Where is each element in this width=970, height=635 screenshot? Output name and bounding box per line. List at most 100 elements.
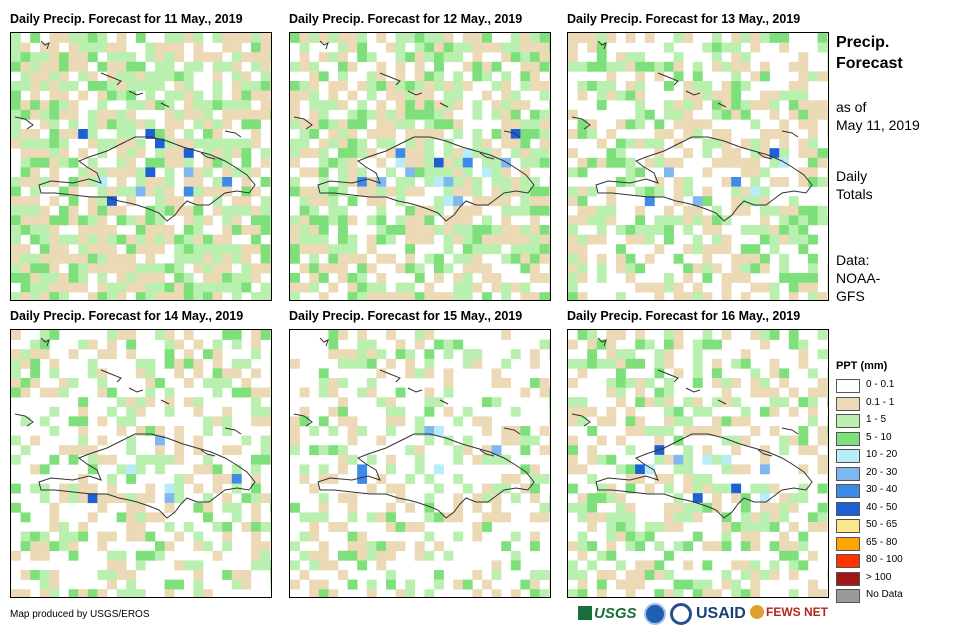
- precip-cell: [145, 550, 156, 561]
- precip-cell: [49, 167, 60, 178]
- precip-cell: [376, 282, 387, 293]
- precip-cell: [482, 244, 492, 255]
- precip-cell: [721, 512, 732, 523]
- precip-cell: [510, 52, 521, 63]
- precip-cell: [357, 292, 368, 300]
- precip-cell: [434, 196, 444, 207]
- precip-cell: [231, 570, 242, 580]
- precip-cell: [510, 435, 521, 446]
- precip-cell: [414, 445, 425, 456]
- precip-cell: [49, 42, 60, 53]
- precip-cell: [712, 205, 722, 216]
- precip-cell: [251, 292, 261, 300]
- precip-cell: [59, 234, 69, 245]
- precip-cell: [616, 61, 626, 72]
- precip-cell: [424, 282, 435, 293]
- precip-cell: [270, 109, 271, 120]
- precip-cell: [414, 138, 425, 149]
- precip-cell: [126, 406, 137, 417]
- precip-cell: [443, 215, 454, 226]
- precip-cell: [683, 502, 694, 513]
- precip-cell: [318, 273, 329, 283]
- precip-cell: [39, 541, 50, 552]
- precip-cell: [568, 109, 578, 120]
- precip-cell: [193, 406, 204, 417]
- precip-cell: [664, 129, 674, 139]
- precip-cell: [328, 339, 339, 350]
- legend-swatch: [836, 554, 860, 568]
- precip-cell: [366, 349, 377, 360]
- precip-cell: [347, 167, 358, 178]
- precip-cell: [644, 522, 655, 532]
- precip-cell: [424, 253, 435, 264]
- precip-cell: [606, 550, 617, 561]
- precip-cell: [347, 42, 358, 53]
- precip-cell: [386, 129, 396, 139]
- precip-cell: [376, 61, 387, 72]
- precip-cell: [424, 71, 435, 82]
- precip-cell: [827, 177, 828, 187]
- precip-cell: [453, 225, 464, 235]
- precip-cell: [11, 33, 21, 43]
- precip-cell: [808, 589, 818, 597]
- precip-cell: [740, 196, 751, 207]
- precip-cell: [241, 157, 252, 168]
- precip-map: [567, 329, 829, 598]
- precip-cell: [625, 349, 636, 360]
- precip-cell: [798, 445, 809, 456]
- precip-cell: [11, 119, 21, 130]
- precip-cell: [606, 330, 617, 340]
- precip-cell: [145, 493, 156, 504]
- precip-cell: [779, 435, 790, 446]
- precip-cell: [145, 292, 156, 300]
- legend-label: 1 - 5: [866, 414, 887, 425]
- precip-cell: [68, 157, 79, 168]
- precip-cell: [539, 157, 550, 168]
- coastline-segment: [379, 369, 401, 383]
- precip-cell: [769, 177, 780, 187]
- precip-cell: [145, 234, 156, 245]
- precip-cell: [49, 522, 60, 532]
- precip-cell: [827, 52, 828, 63]
- precip-cell: [155, 205, 165, 216]
- precip-cell: [501, 186, 512, 197]
- precip-cell: [222, 225, 233, 235]
- precip-cell: [155, 81, 165, 91]
- precip-cell: [721, 129, 732, 139]
- precip-cell: [606, 483, 617, 494]
- precip-cell: [788, 282, 799, 293]
- precip-cell: [520, 253, 531, 264]
- precip-cell: [491, 378, 502, 388]
- precip-cell: [39, 273, 50, 283]
- precip-cell: [39, 483, 50, 494]
- precip-cell: [299, 406, 310, 417]
- precip-cell: [434, 339, 444, 350]
- precip-cell: [501, 282, 512, 293]
- precip-cell: [20, 52, 31, 63]
- precip-cell: [760, 502, 770, 513]
- precip-cell: [78, 33, 89, 43]
- precip-cell: [491, 589, 502, 597]
- precip-cell: [827, 464, 828, 475]
- precip-cell: [817, 215, 828, 226]
- precip-cell: [808, 512, 818, 523]
- precip-cell: [318, 378, 329, 388]
- precip-cell: [414, 215, 425, 226]
- precip-cell: [673, 157, 684, 168]
- precip-cell: [251, 234, 261, 245]
- precip-cell: [203, 454, 213, 465]
- precip-cell: [731, 493, 742, 504]
- fews-net-logo-text: FEWS NET: [766, 605, 828, 619]
- precip-cell: [462, 253, 473, 264]
- precip-cell: [808, 100, 818, 111]
- precip-cell: [183, 205, 194, 216]
- precip-cell: [539, 292, 550, 300]
- precip-cell: [510, 474, 521, 484]
- precip-cell: [87, 119, 98, 130]
- precip-cell: [260, 148, 271, 159]
- precip-cell: [386, 225, 396, 235]
- precip-cell: [539, 339, 550, 350]
- precip-cell: [702, 167, 713, 178]
- precip-cell: [740, 560, 751, 571]
- precip-cell: [798, 282, 809, 293]
